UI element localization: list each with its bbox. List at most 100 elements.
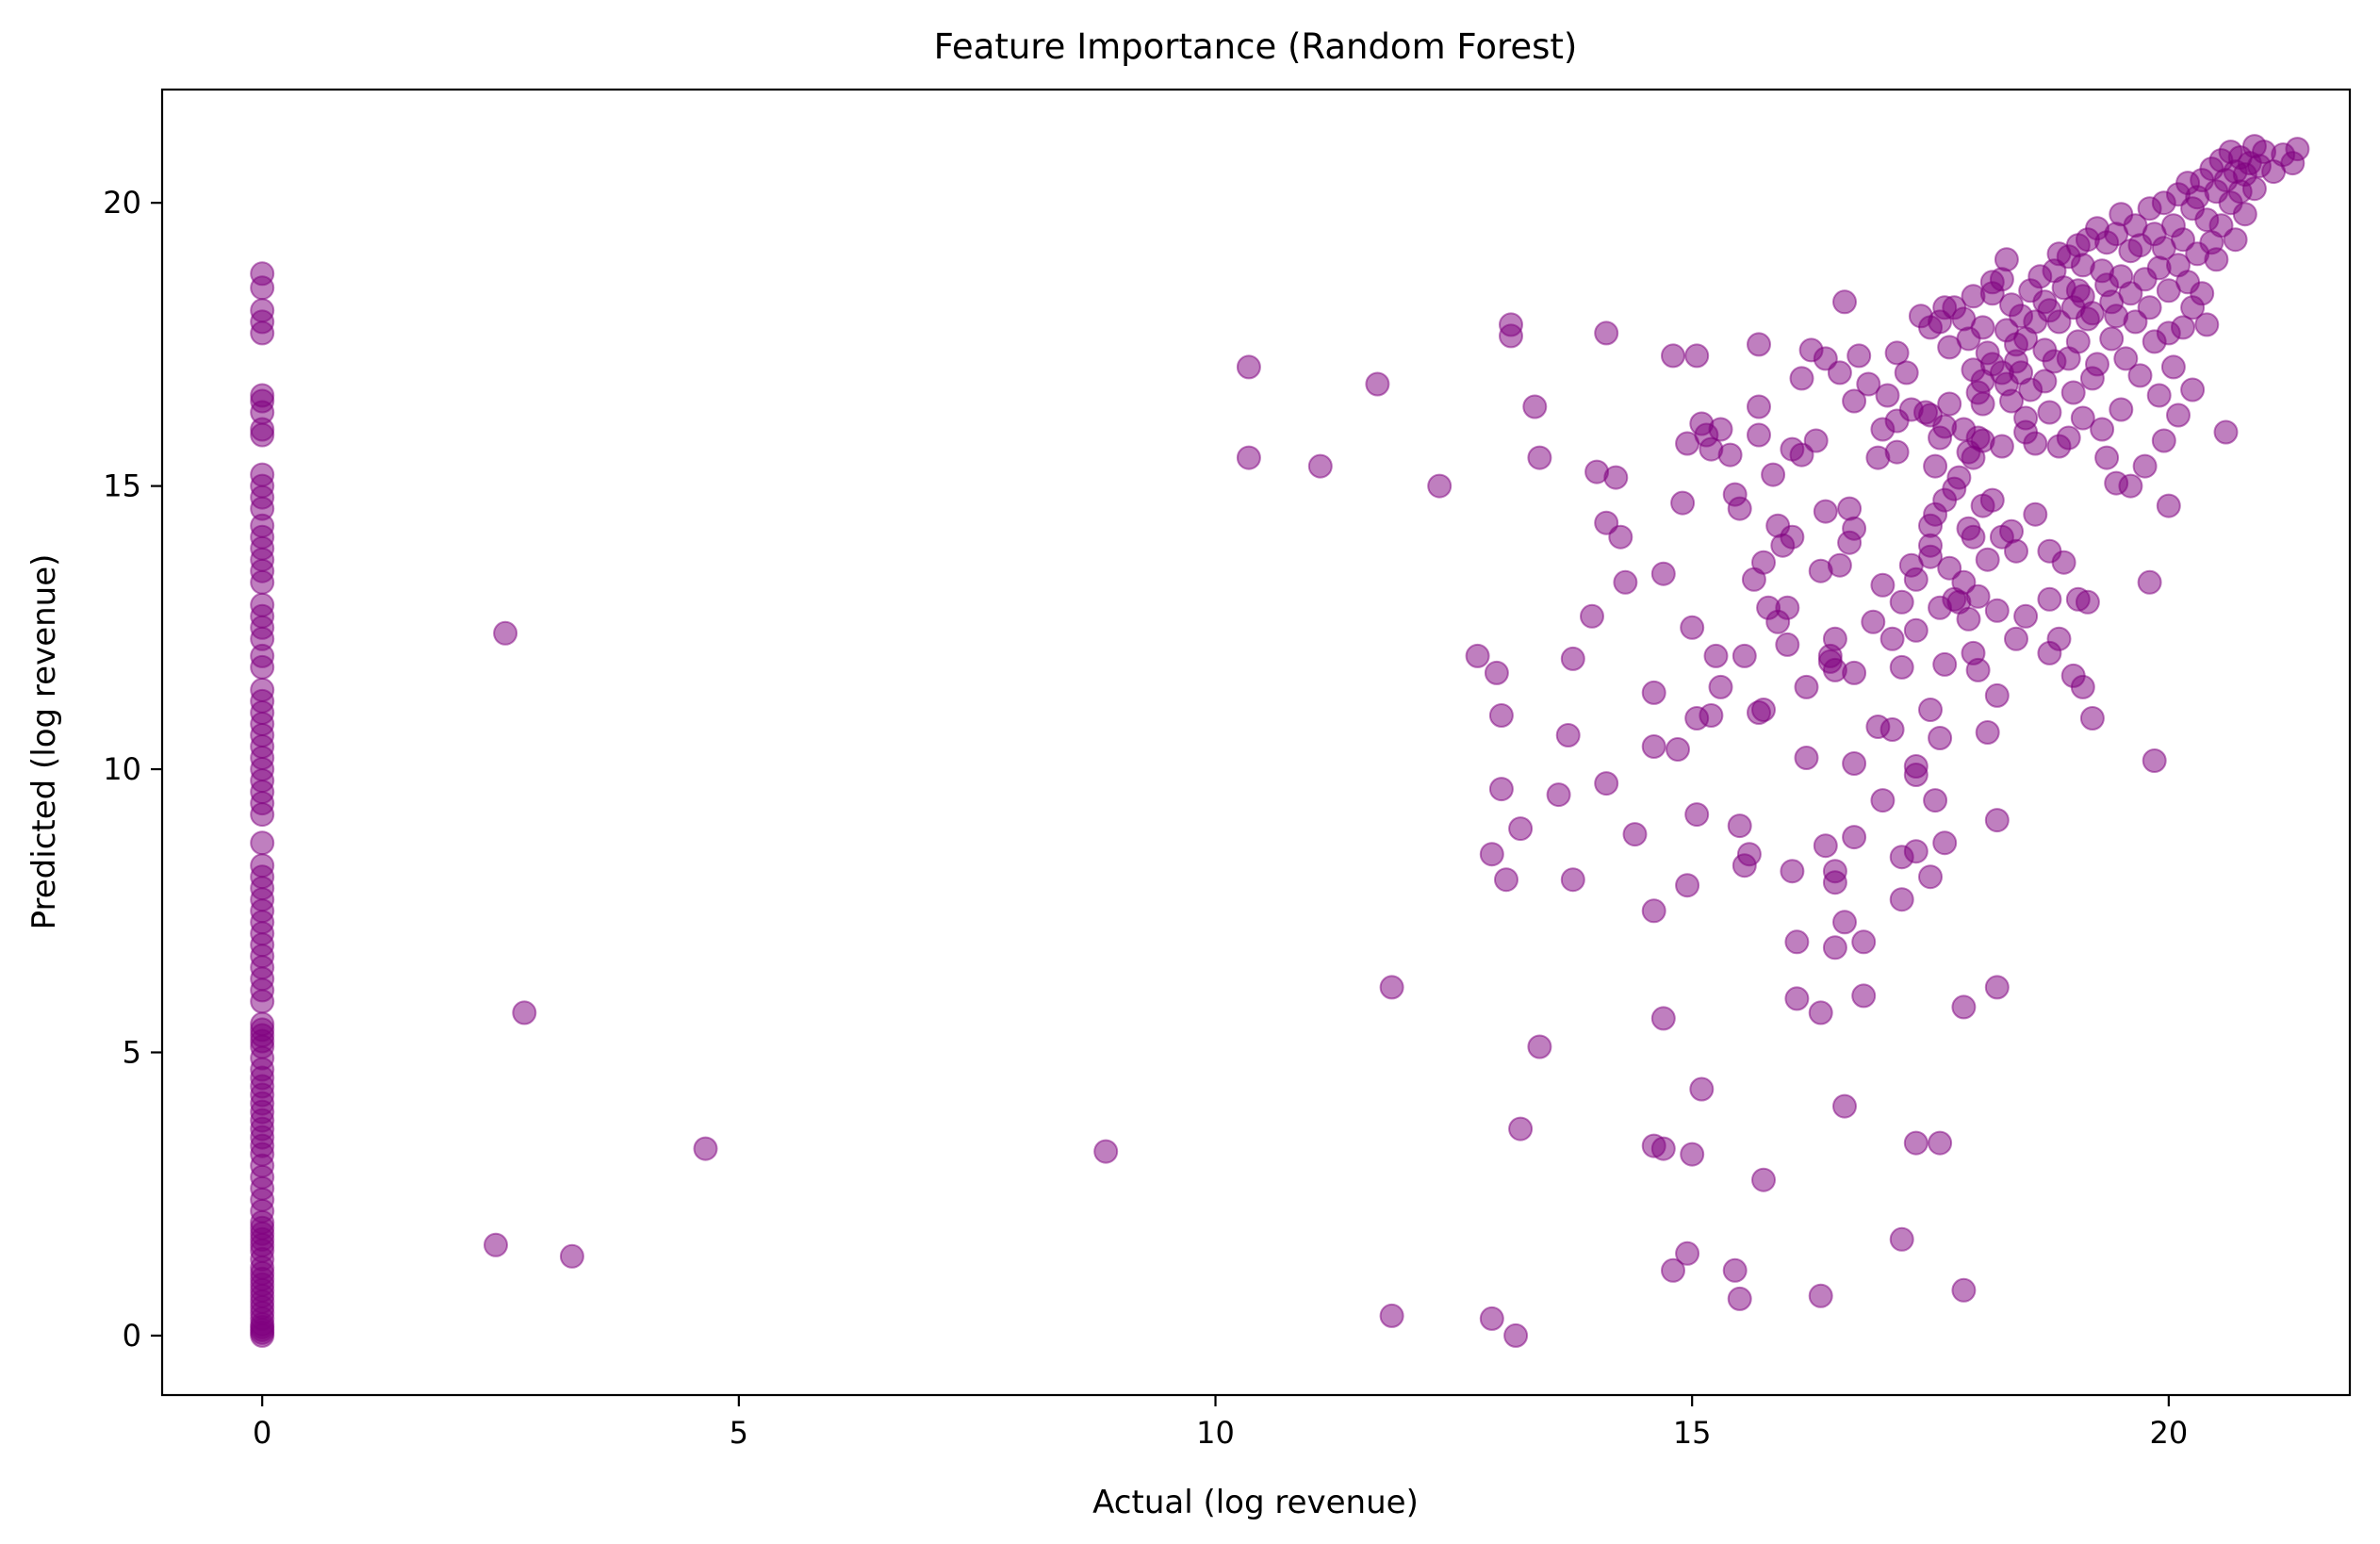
data-point <box>1923 453 1948 479</box>
data-point <box>1488 703 1514 728</box>
data-point <box>1822 626 1847 651</box>
data-point <box>1751 1167 1776 1192</box>
y-tick-label: 10 <box>103 751 141 787</box>
data-point <box>1984 682 2010 708</box>
data-point <box>1708 674 1733 699</box>
data-point <box>1808 1283 1833 1308</box>
data-point <box>1928 1130 1953 1156</box>
data-point <box>1650 561 1676 586</box>
data-point <box>1989 267 2014 292</box>
data-point <box>1699 703 1724 728</box>
data-point <box>1889 654 1914 680</box>
data-point <box>1918 864 1943 890</box>
data-point <box>2132 453 2158 479</box>
data-point <box>1951 994 1977 1020</box>
data-point <box>1508 816 1534 842</box>
data-point <box>2142 748 2167 773</box>
data-point <box>2213 419 2239 445</box>
data-point <box>1870 788 1896 813</box>
data-point <box>1842 388 1867 414</box>
data-point <box>2171 315 2195 340</box>
y-tick-label: 20 <box>103 185 141 221</box>
data-point <box>1903 567 1929 592</box>
y-axis: 0 5 10 15 20 <box>103 185 162 1354</box>
data-point <box>2180 377 2206 402</box>
data-point <box>693 1136 718 1161</box>
data-point <box>1736 842 1762 867</box>
data-point <box>1641 898 1666 924</box>
data-point <box>2079 301 2105 326</box>
x-tick-label: 20 <box>2149 1415 2188 1451</box>
plot-frame <box>160 88 2352 1397</box>
data-point <box>1984 598 2010 623</box>
data-point <box>1560 867 1585 893</box>
data-point <box>2056 425 2081 451</box>
data-point <box>1727 496 1752 521</box>
data-point <box>1903 763 1929 787</box>
data-point <box>512 1000 537 1026</box>
data-point <box>1842 660 1867 685</box>
data-point <box>1689 1076 1715 1102</box>
data-point <box>1775 595 1800 620</box>
data-point <box>1784 929 1810 955</box>
data-point <box>1932 651 1958 677</box>
data-point <box>2090 417 2115 442</box>
data-point <box>1928 726 1953 750</box>
data-point <box>1961 524 1986 550</box>
data-point <box>1751 698 1776 722</box>
data-point <box>2160 354 2186 380</box>
data-point <box>1894 360 1919 386</box>
data-point <box>1522 394 1548 419</box>
data-point <box>2046 626 2072 651</box>
data-point <box>1879 717 1905 742</box>
y-tick-label: 5 <box>123 1034 141 1070</box>
data-point <box>1932 830 1958 856</box>
data-point <box>2194 312 2220 337</box>
data-point <box>1884 340 1910 366</box>
data-point <box>1546 782 1571 808</box>
data-point <box>1479 842 1504 867</box>
data-point <box>1722 1257 1748 1283</box>
data-point <box>1889 887 1914 912</box>
data-point <box>1918 544 1943 569</box>
data-point <box>2075 589 2100 615</box>
data-point <box>1751 550 1776 575</box>
points-layer <box>250 134 2310 1348</box>
data-point <box>1675 873 1700 898</box>
data-point <box>250 592 275 617</box>
data-point <box>1822 935 1847 961</box>
data-point <box>1875 383 1900 408</box>
data-point <box>1236 445 1261 470</box>
data-point <box>1727 813 1752 839</box>
data-point <box>1975 720 2000 745</box>
data-point <box>559 1243 584 1269</box>
data-point <box>1775 632 1800 657</box>
data-point <box>2032 369 2058 394</box>
data-point <box>1608 524 1633 550</box>
data-point <box>1832 289 1857 315</box>
data-point <box>250 677 275 702</box>
data-point <box>1603 465 1629 490</box>
data-point <box>1856 371 1881 397</box>
data-point <box>1580 603 1604 629</box>
data-point <box>1427 473 1453 499</box>
data-point <box>2166 402 2191 428</box>
data-point <box>2113 346 2139 371</box>
data-point <box>1851 983 1877 1009</box>
data-point <box>1761 462 1786 487</box>
data-point <box>2023 431 2048 456</box>
data-point <box>1661 1257 1685 1283</box>
data-point <box>1842 825 1867 850</box>
data-point <box>1465 643 1490 668</box>
data-point <box>1842 516 1867 541</box>
data-point <box>1999 518 2024 544</box>
data-point <box>1994 247 2019 272</box>
data-point <box>1923 788 1948 813</box>
data-point <box>1684 343 1710 369</box>
x-tick-label: 5 <box>730 1415 748 1451</box>
data-point <box>2223 227 2248 253</box>
data-point <box>2151 428 2176 453</box>
data-point <box>1827 552 1852 578</box>
y-tick-label: 0 <box>123 1318 141 1354</box>
data-point <box>250 462 275 487</box>
